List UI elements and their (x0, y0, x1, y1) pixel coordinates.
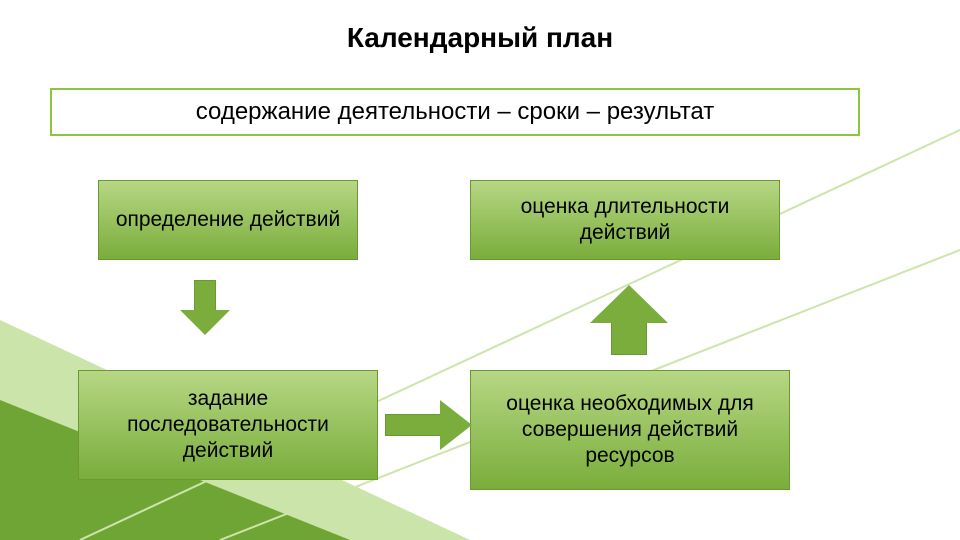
node-label: задание последовательности действий (93, 386, 363, 465)
arrow-right-icon (385, 400, 475, 450)
node-label: определение действий (116, 207, 340, 233)
node-top-left: определение действий (98, 180, 358, 260)
node-bottom-left: задание последовательности действий (78, 370, 378, 480)
node-label: оценка длительности действий (485, 194, 765, 247)
subtitle-box: содержание деятельности – сроки – резуль… (50, 88, 860, 136)
arrow-down-icon (180, 280, 230, 335)
node-bottom-right: оценка необходимых для совершения действ… (470, 370, 790, 490)
subtitle-text: содержание деятельности – сроки – резуль… (196, 98, 715, 126)
node-top-right: оценка длительности действий (470, 180, 780, 260)
node-label: оценка необходимых для совершения действ… (485, 391, 775, 470)
page-title: Календарный план (0, 22, 960, 54)
slide-root: Календарный план содержание деятельности… (0, 0, 960, 540)
arrow-up-icon (590, 285, 668, 355)
